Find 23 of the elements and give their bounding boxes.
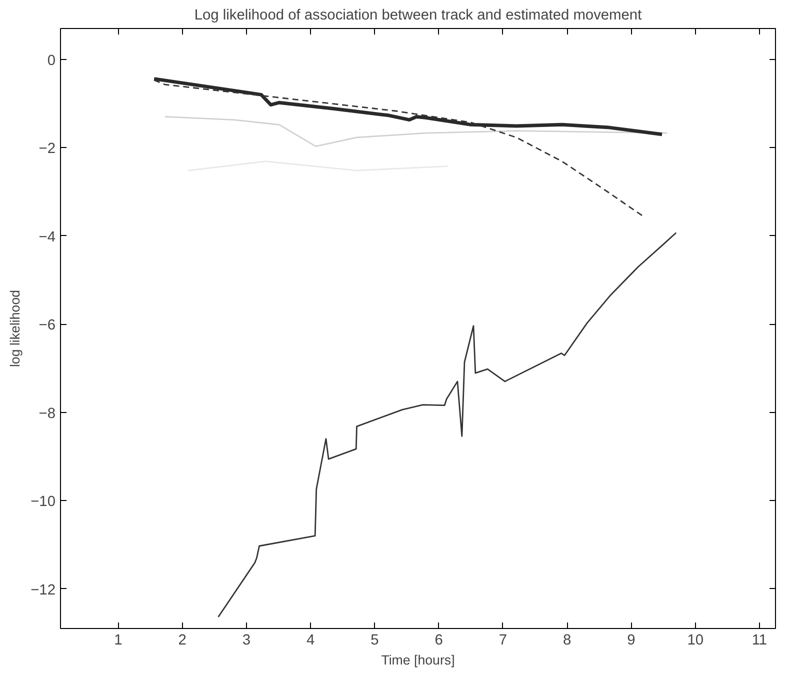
y-tick-label: 0 — [47, 52, 56, 69]
x-tick-label: 2 — [178, 632, 186, 648]
x-tick-label: 7 — [498, 632, 508, 648]
x-tick-label: 8 — [563, 632, 572, 648]
y-tick-label: −8 — [38, 406, 56, 422]
y-tick-label: −6 — [38, 318, 56, 334]
y-tick-label: −10 — [30, 494, 56, 510]
x-tick-label: 5 — [370, 632, 379, 648]
line-series — [218, 232, 677, 618]
x-tick-label: 11 — [752, 632, 768, 648]
x-tick-label: 10 — [687, 632, 704, 648]
chart-title: Log likelihood of association between track and estimated movement — [194, 8, 642, 24]
x-axis-title: Time [hours] — [381, 652, 455, 668]
y-axis-title: log likelihood — [8, 290, 23, 368]
x-tick-label: 4 — [306, 632, 315, 648]
x-tick-label: 6 — [434, 632, 443, 648]
y-tick-label: −4 — [38, 229, 56, 246]
x-tick-label: 3 — [242, 632, 251, 648]
x-tick-label: 9 — [627, 632, 636, 648]
x-tick-label: 1 — [114, 632, 122, 648]
y-tick-label: −12 — [30, 582, 56, 598]
line-series — [164, 116, 668, 147]
y-tick-label: −2 — [38, 141, 56, 158]
